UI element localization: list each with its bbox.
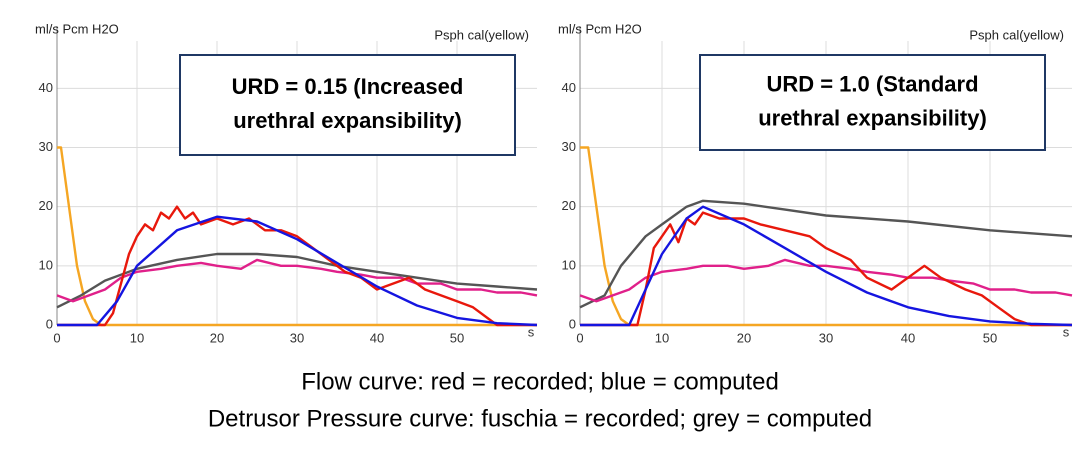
series-line [580,205,1073,327]
x-tick-label: 50 [450,330,464,345]
x-axis-label: s [1063,324,1070,339]
series-line [56,252,538,309]
series-line [57,205,537,327]
y-tick-label: 30 [39,139,53,154]
y-tick-label: 10 [39,257,53,272]
y-tick-label: 30 [562,139,576,154]
x-tick-label: 0 [53,330,60,345]
series-line [580,211,1072,327]
x-tick-label: 40 [901,330,915,345]
series-line [579,199,1073,309]
annotation-text: urethral expansibility) [233,108,462,133]
annotation-box [179,54,516,156]
series-line [57,215,538,327]
annotation-text: urethral expansibility) [758,105,987,130]
x-tick-label: 50 [983,330,997,345]
caption-line: Flow curve: red = recorded; blue = compu… [301,368,779,395]
subtitle: Psph cal(yellow) [969,27,1064,42]
y-tick-label: 20 [562,198,576,213]
annotation-text: URD = 1.0 (Standard [766,71,978,96]
x-tick-label: 20 [737,330,751,345]
y-axis-label: ml/s Pcm H2O [35,21,119,36]
y-tick-label: 0 [569,316,576,331]
y-axis-label: ml/s Pcm H2O [558,21,642,36]
y-tick-label: 40 [39,80,53,95]
x-tick-label: 10 [130,330,144,345]
x-tick-label: 0 [576,330,583,345]
x-tick-label: 30 [290,330,304,345]
y-tick-label: 40 [562,80,576,95]
y-tick-label: 0 [46,316,53,331]
y-tick-label: 20 [39,198,53,213]
y-tick-label: 10 [562,257,576,272]
subtitle: Psph cal(yellow) [434,27,529,42]
x-axis-label: s [528,324,535,339]
caption-line: Detrusor Pressure curve: fuschia = recor… [208,405,872,432]
x-tick-label: 40 [370,330,384,345]
x-tick-label: 20 [210,330,224,345]
annotation-text: URD = 0.15 (Increased [232,74,464,99]
x-tick-label: 30 [819,330,833,345]
x-tick-label: 10 [655,330,669,345]
annotation-box [699,54,1046,151]
